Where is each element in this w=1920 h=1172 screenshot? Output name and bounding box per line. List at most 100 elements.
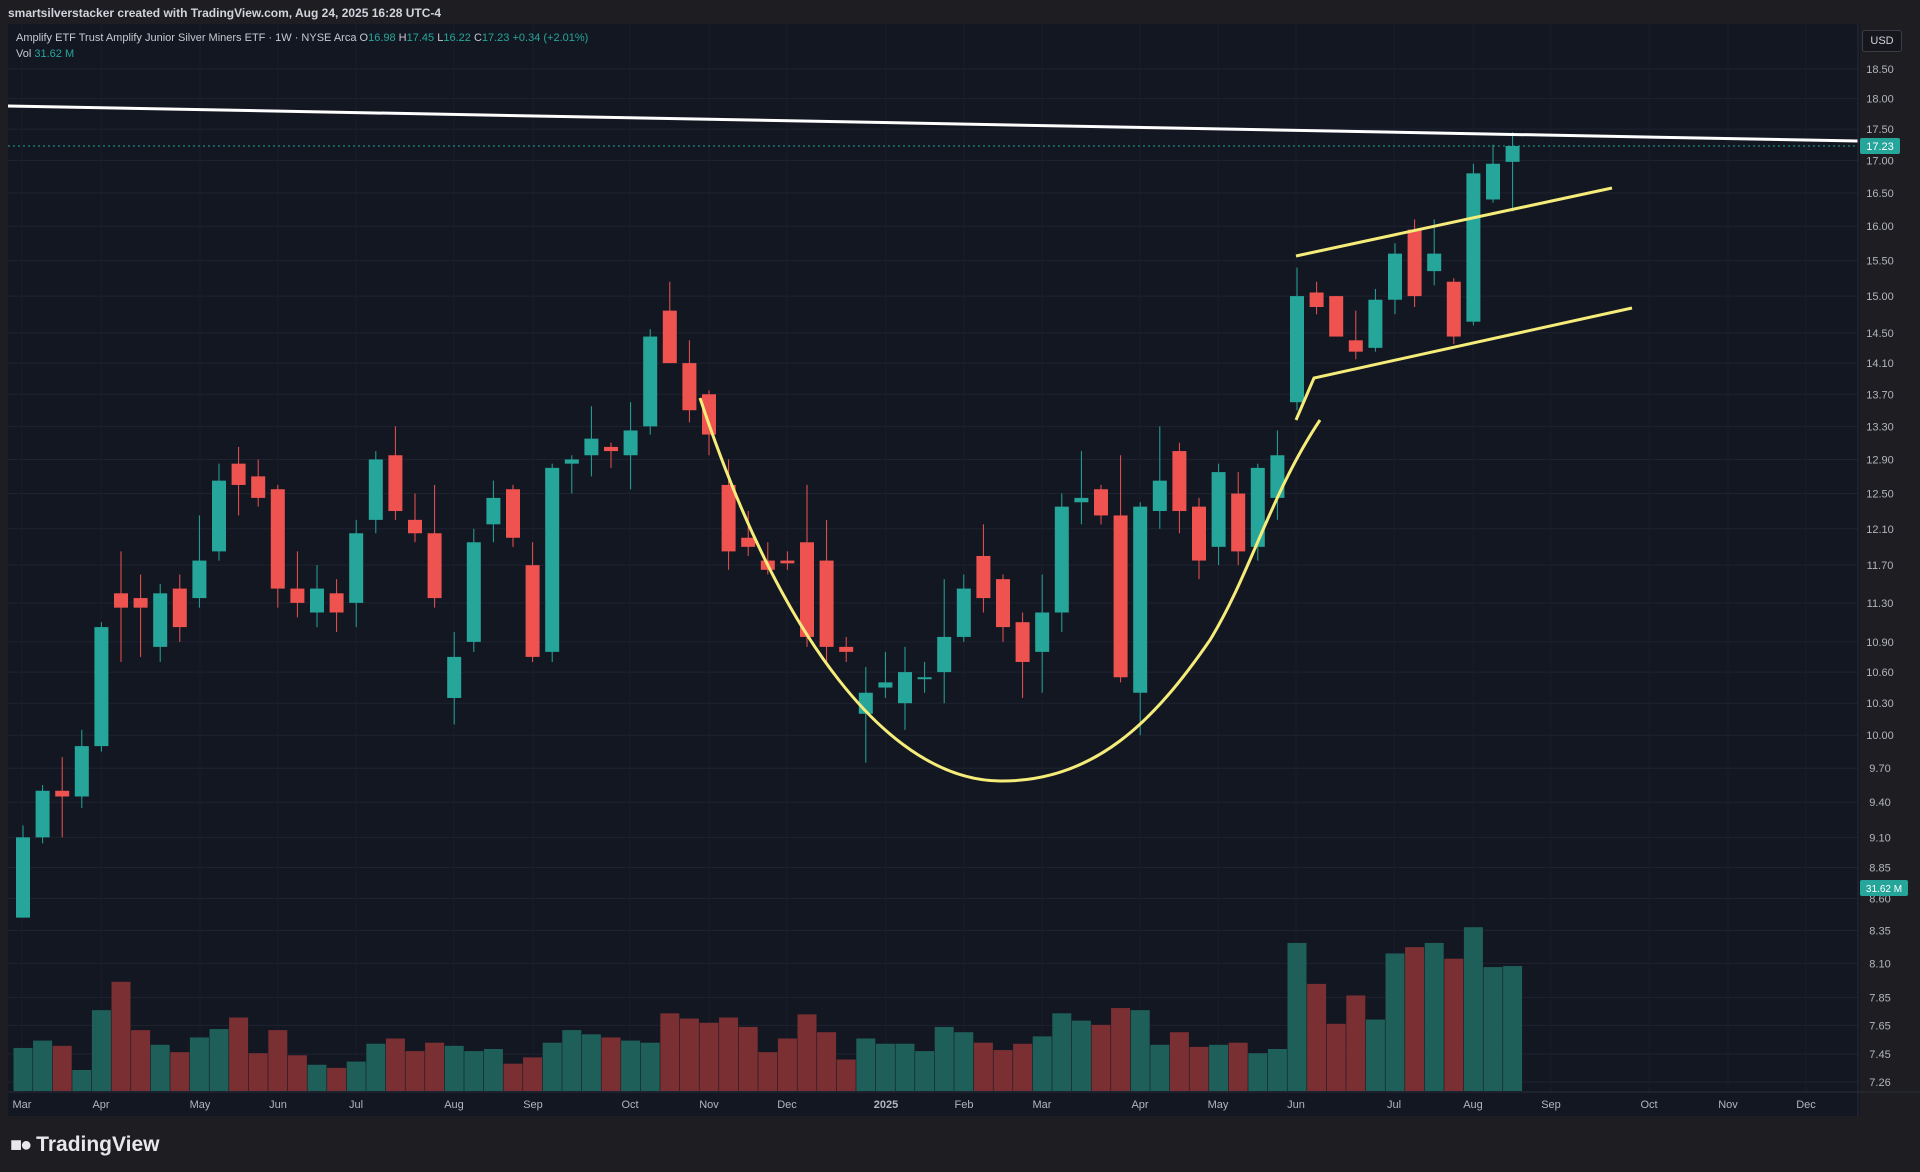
- volume-bar: [1150, 1044, 1170, 1091]
- volume-bar: [72, 1070, 92, 1091]
- chart-background: [8, 24, 1860, 1116]
- volume-bar: [1052, 1013, 1072, 1091]
- volume-bar: [1483, 967, 1503, 1091]
- candle-body: [329, 593, 344, 613]
- price-tick-label: 8.35: [1869, 926, 1890, 938]
- price-tick-label: 16.50: [1866, 188, 1894, 200]
- time-tick-label: Dec: [1796, 1099, 1816, 1111]
- candle-body: [1152, 480, 1167, 512]
- candle-body: [231, 463, 246, 485]
- price-chart[interactable]: 18.50 18.00 17.50 17.00 16.50 16.00 15.50 15.00…: [0, 0, 1920, 1116]
- candle-body: [1407, 229, 1422, 297]
- volume-bar: [1307, 983, 1327, 1091]
- price-tick-label: 7.65: [1869, 1020, 1890, 1032]
- candle-body: [466, 542, 481, 642]
- candle-body: [525, 565, 540, 657]
- time-tick-label: Oct: [621, 1099, 638, 1111]
- volume-bar: [91, 1010, 111, 1091]
- candle-body: [388, 455, 403, 512]
- candles: [16, 132, 1520, 918]
- price-tick-label: 10.90: [1866, 637, 1894, 649]
- volume-bar: [1405, 947, 1425, 1091]
- volume-bar: [229, 1017, 249, 1091]
- candle-body: [506, 489, 520, 538]
- volume-bar: [660, 1013, 680, 1091]
- price-tick-label: 8.85: [1869, 863, 1890, 875]
- candle-body: [1035, 612, 1050, 652]
- currency-label: USD: [1870, 35, 1894, 47]
- volume-bar: [836, 1059, 856, 1091]
- volume-bar: [1365, 1019, 1385, 1091]
- price-tick-label: 9.10: [1869, 832, 1890, 844]
- volume-bar: [1503, 966, 1523, 1091]
- time-tick-label: 2025: [874, 1099, 898, 1111]
- time-tick-label: May: [1208, 1099, 1229, 1111]
- candle-body: [74, 746, 89, 797]
- price-tick-label: 17.00: [1866, 156, 1894, 168]
- candle-body: [702, 394, 716, 435]
- time-tick-label: Mar: [1033, 1099, 1052, 1111]
- price-tick-label: 10.30: [1866, 698, 1894, 710]
- time-tick-label: Feb: [955, 1099, 974, 1111]
- candle-body: [878, 682, 893, 688]
- price-tick-label: 18.00: [1866, 94, 1894, 106]
- volume-bar: [425, 1042, 445, 1091]
- candle-body: [1113, 515, 1128, 678]
- candle-body: [898, 672, 912, 704]
- volume-bar: [150, 1044, 170, 1091]
- candle-body: [427, 533, 442, 599]
- candle-body: [741, 537, 756, 547]
- last-volume-label: 31.62 M: [1866, 884, 1902, 895]
- time-tick-label: Nov: [699, 1099, 719, 1111]
- price-tick-label: 9.40: [1869, 797, 1890, 809]
- price-tick-label: 12.50: [1866, 489, 1894, 501]
- volume-label: Vol: [16, 48, 32, 60]
- volume-bar: [895, 1043, 915, 1091]
- price-tick-label: 18.50: [1866, 64, 1894, 76]
- candle-body: [153, 593, 168, 647]
- high-value: 17.45: [406, 32, 435, 44]
- candle-body: [270, 489, 285, 589]
- volume-bar: [719, 1017, 739, 1091]
- symbol-name: Amplify ETF Trust Amplify Junior Silver …: [16, 32, 357, 44]
- volume-bar: [1248, 1053, 1268, 1091]
- flag-upper-line: [1295, 186, 1613, 258]
- price-axis[interactable]: 18.50 18.00 17.50 17.00 16.50 16.00 15.50 15.00…: [1866, 64, 1894, 1089]
- volume-bar: [327, 1067, 347, 1091]
- candle-body: [1094, 489, 1108, 516]
- candle-body: [1133, 506, 1148, 693]
- volume-bar: [1385, 953, 1405, 1091]
- time-tick-label: Mar: [13, 1099, 32, 1111]
- price-tick-label: 15.00: [1866, 291, 1894, 303]
- volume-bar: [679, 1018, 699, 1091]
- candle-body: [1446, 281, 1461, 337]
- volume-bar: [856, 1038, 876, 1091]
- last-volume-marker: 31.62 M: [1860, 880, 1908, 896]
- volume-bar: [915, 1051, 935, 1091]
- resistance-line: [7, 104, 1859, 143]
- candle-body: [1348, 340, 1363, 352]
- candle-body: [94, 627, 109, 747]
- volume-bar: [1287, 942, 1307, 1091]
- time-axis[interactable]: Mar Apr May Jun Jul Aug Sep Oct Nov Dec 2025 Feb Mar…: [13, 1099, 1817, 1111]
- time-tick-label: May: [190, 1099, 211, 1111]
- attribution-bar: smartsilverstacker created with TradingV…: [0, 0, 1920, 26]
- time-tick-label: Jun: [269, 1099, 287, 1111]
- time-tick-label: Aug: [1463, 1099, 1483, 1111]
- volume-bar: [523, 1057, 543, 1091]
- volume-bar: [189, 1037, 209, 1091]
- candle-body: [1015, 622, 1030, 662]
- candle-body: [1486, 163, 1500, 200]
- currency-selector[interactable]: USD: [1862, 30, 1902, 52]
- last-price-label: 17.23: [1866, 141, 1894, 153]
- time-tick-label: Jul: [1387, 1099, 1401, 1111]
- volume-bar: [385, 1038, 405, 1091]
- volume-bar: [973, 1042, 993, 1091]
- candle-body: [290, 588, 305, 603]
- tradingview-logo[interactable]: ■● TradingView: [10, 1133, 160, 1157]
- price-tick-label: 11.70: [1867, 560, 1894, 572]
- time-tick-label: Nov: [1718, 1099, 1738, 1111]
- candle-body: [1290, 296, 1304, 403]
- candle-body: [1427, 253, 1442, 272]
- open-value: 16.98: [368, 32, 396, 44]
